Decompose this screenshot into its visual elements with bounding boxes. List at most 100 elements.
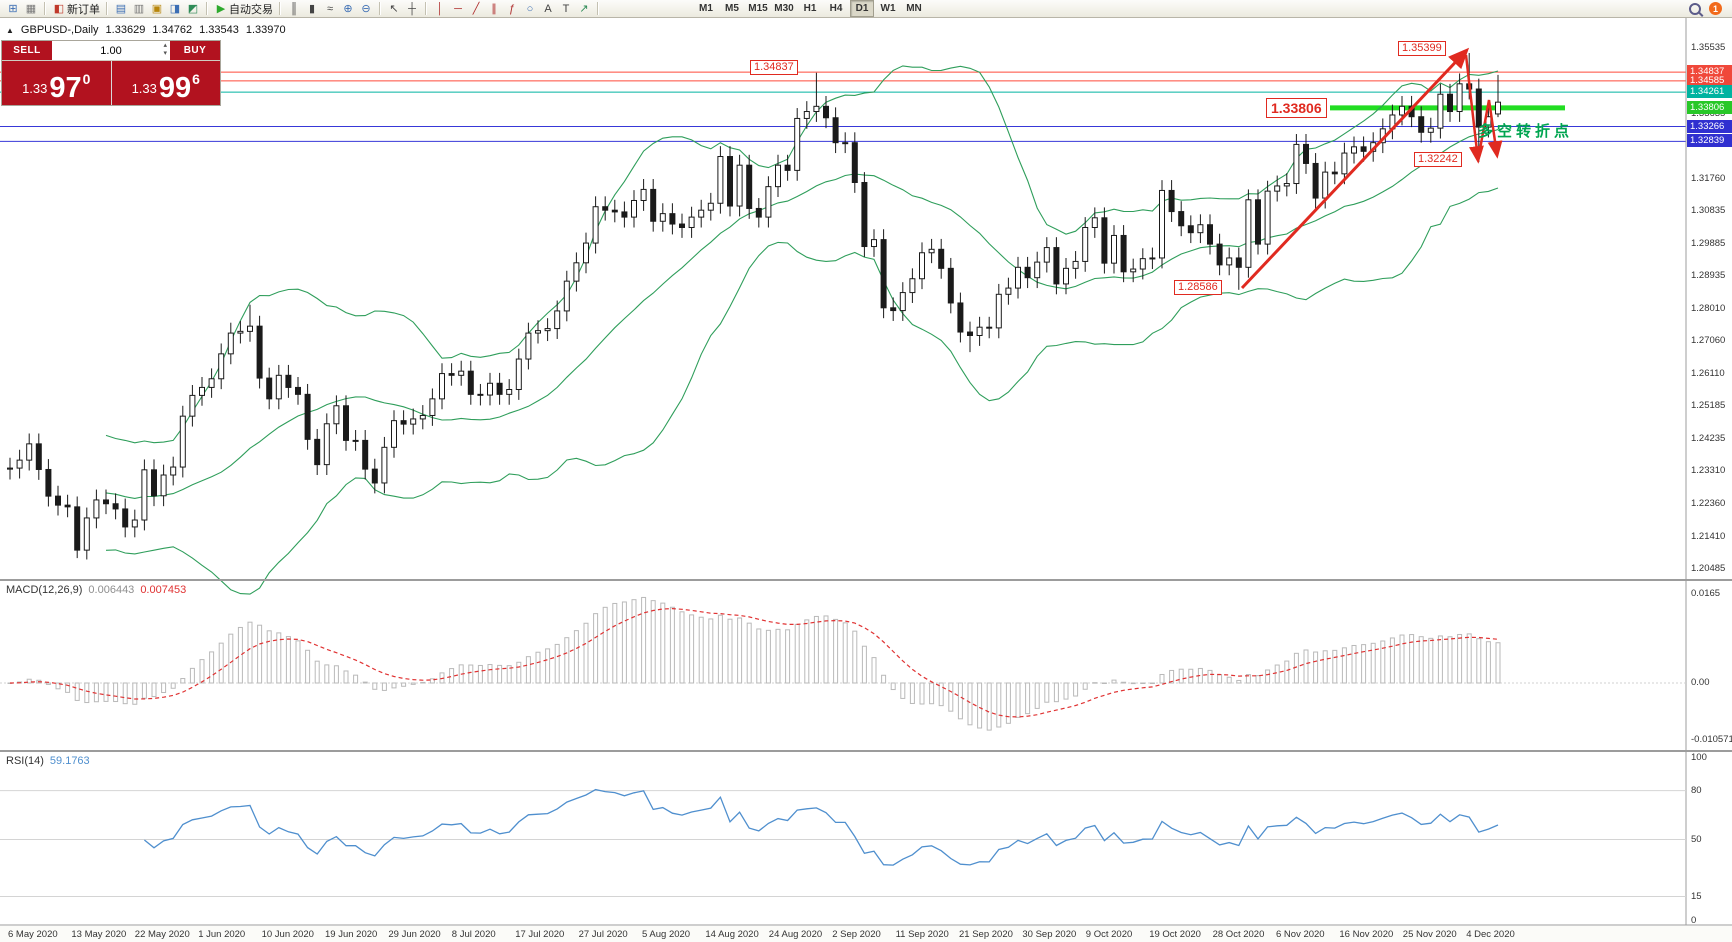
price-tick-label: 1.28935 (1691, 270, 1726, 282)
timeframe-w1[interactable]: W1 (880, 3, 896, 14)
crosshair-icon: ┼ (408, 2, 416, 15)
timeframe-m1[interactable]: M1 (699, 3, 713, 14)
date-label: 14 Aug 2020 (705, 929, 759, 940)
price-tag: 1.33806 (1687, 100, 1732, 114)
data-window-button[interactable]: ▥ (130, 1, 148, 17)
buy-button[interactable]: BUY (170, 41, 220, 60)
sell-price-prefix: 1.33 (22, 81, 48, 96)
arrows-button[interactable]: ↗ (575, 1, 593, 17)
trendline-button[interactable]: ╱ (467, 1, 485, 17)
date-label: 17 Jul 2020 (515, 929, 565, 940)
zoom-out-button[interactable]: ⊖ (357, 1, 375, 17)
buy-price-prefix: 1.33 (131, 81, 157, 96)
date-label: 25 Nov 2020 (1402, 929, 1457, 940)
trade-panel-prices: 1.33 97 0 1.33 99 6 (2, 61, 220, 105)
macd-name: MACD(12,26,9) (6, 584, 83, 596)
price-tick-label: 1.24235 (1691, 433, 1726, 445)
rsi-name: RSI(14) (6, 755, 44, 767)
price-tick-label: 1.29885 (1691, 237, 1726, 249)
market-watch-button[interactable]: ▤ (112, 1, 130, 17)
price-annotation[interactable]: 1.28586 (1174, 280, 1222, 295)
rsi-indicator-label: RSI(14) 59.1763 (6, 755, 90, 767)
text-icon: A (544, 2, 552, 15)
cursor-icon: ↖ (389, 2, 399, 15)
timeframe-m15[interactable]: M15 (748, 3, 768, 14)
price-tag: 1.32839 (1687, 134, 1732, 148)
toolbar-separator (379, 2, 381, 15)
new-chart-button[interactable]: ⊞ (4, 1, 22, 17)
sell-button[interactable]: SELL (2, 41, 52, 60)
date-label: 19 Jun 2020 (325, 929, 378, 940)
rsi-scale-label: 0 (1691, 915, 1697, 926)
text-button[interactable]: A (539, 1, 557, 17)
label-button[interactable]: T (557, 1, 575, 17)
timeframe-m30[interactable]: M30 (774, 3, 794, 14)
price-tick-label: 1.22360 (1691, 498, 1726, 510)
fibonacci-button[interactable]: ƒ (503, 1, 521, 17)
price-annotation[interactable]: 1.35399 (1398, 41, 1446, 56)
volume-up-button[interactable]: ▴ (163, 42, 167, 49)
vertical-line-button[interactable]: │ (431, 1, 449, 17)
ohlc-low: 1.33543 (199, 24, 239, 36)
vertical-line-icon: │ (436, 2, 444, 15)
price-tag: 1.33266 (1687, 119, 1732, 133)
profiles-button[interactable]: ▦ (22, 1, 40, 17)
date-label: 4 Dec 2020 (1466, 929, 1515, 940)
buy-price[interactable]: 1.33 99 6 (110, 61, 220, 105)
timeframe-d1[interactable]: D1 (850, 0, 874, 17)
price-tick-label: 1.20485 (1691, 563, 1726, 574)
market-watch-icon: ▤ (115, 2, 127, 15)
line-chart-icon: ≈ (326, 2, 334, 15)
volume-field[interactable]: ▴▾ (52, 41, 170, 60)
date-label: 27 Jul 2020 (578, 929, 628, 940)
crosshair-button[interactable]: ┼ (403, 1, 421, 17)
timeframe-mn[interactable]: MN (906, 3, 922, 14)
note-label[interactable]: 多空转折点 (1478, 123, 1574, 140)
terminal-button[interactable]: ◨ (166, 1, 184, 17)
toolbar-separator (206, 2, 208, 15)
price-tick-label: 1.25185 (1691, 400, 1726, 412)
notification-badge[interactable]: 1 (1709, 2, 1722, 15)
channel-button[interactable]: ∥ (485, 1, 503, 17)
date-label: 30 Sep 2020 (1022, 929, 1077, 940)
line-chart-button[interactable]: ≈ (321, 1, 339, 17)
one-click-trading-panel: SELL ▴▾ BUY 1.33 97 0 1.33 99 6 (1, 40, 221, 106)
volume-input[interactable] (77, 44, 145, 57)
cursor-button[interactable]: ↖ (385, 1, 403, 17)
search-icon[interactable] (1689, 2, 1701, 15)
shapes-button[interactable]: ○ (521, 1, 539, 17)
volume-spinner: ▴ ▾ (163, 42, 167, 58)
candlestick-icon: ▮ (308, 2, 316, 15)
sell-price-pip: 0 (82, 71, 91, 87)
price-tick-label: 1.26110 (1691, 368, 1725, 380)
timeframe-h1[interactable]: H1 (803, 3, 817, 14)
timeframe-m5[interactable]: M5 (725, 3, 739, 14)
price-tick-label: 1.31760 (1691, 172, 1726, 184)
date-label: 16 Nov 2020 (1339, 929, 1394, 940)
label-icon: T (562, 2, 570, 15)
profiles-icon: ▦ (25, 2, 37, 15)
navigator-button[interactable]: ▣ (148, 1, 166, 17)
navigator-icon: ▣ (151, 2, 163, 15)
candlestick-button[interactable]: ▮ (303, 1, 321, 17)
horizontal-line-button[interactable]: ─ (449, 1, 467, 17)
price-annotation[interactable]: 1.32242 (1414, 152, 1462, 167)
price-tick-label: 1.23310 (1691, 465, 1726, 477)
toolbar-separator (44, 2, 46, 15)
sell-price[interactable]: 1.33 97 0 (2, 61, 111, 105)
time-axis (0, 926, 1732, 942)
price-annotation[interactable]: 1.33806 (1266, 98, 1327, 118)
rsi-scale-label: 100 (1691, 752, 1707, 763)
strategy-tester-button[interactable]: ◩ (184, 1, 202, 17)
volume-down-button[interactable]: ▾ (163, 50, 167, 57)
price-annotation[interactable]: 1.34837 (750, 60, 798, 75)
new-order-button[interactable]: ◧ 新订单 (50, 1, 102, 17)
autotrading-button[interactable]: ▶ 自动交易 (212, 1, 275, 17)
zoom-in-button[interactable]: ⊕ (339, 1, 357, 17)
date-label: 21 Sep 2020 (959, 929, 1013, 940)
timeframe-h4[interactable]: H4 (829, 3, 843, 14)
macd-scale-label: 0.00 (1691, 677, 1710, 688)
bar-chart-button[interactable]: ║ (285, 1, 303, 17)
